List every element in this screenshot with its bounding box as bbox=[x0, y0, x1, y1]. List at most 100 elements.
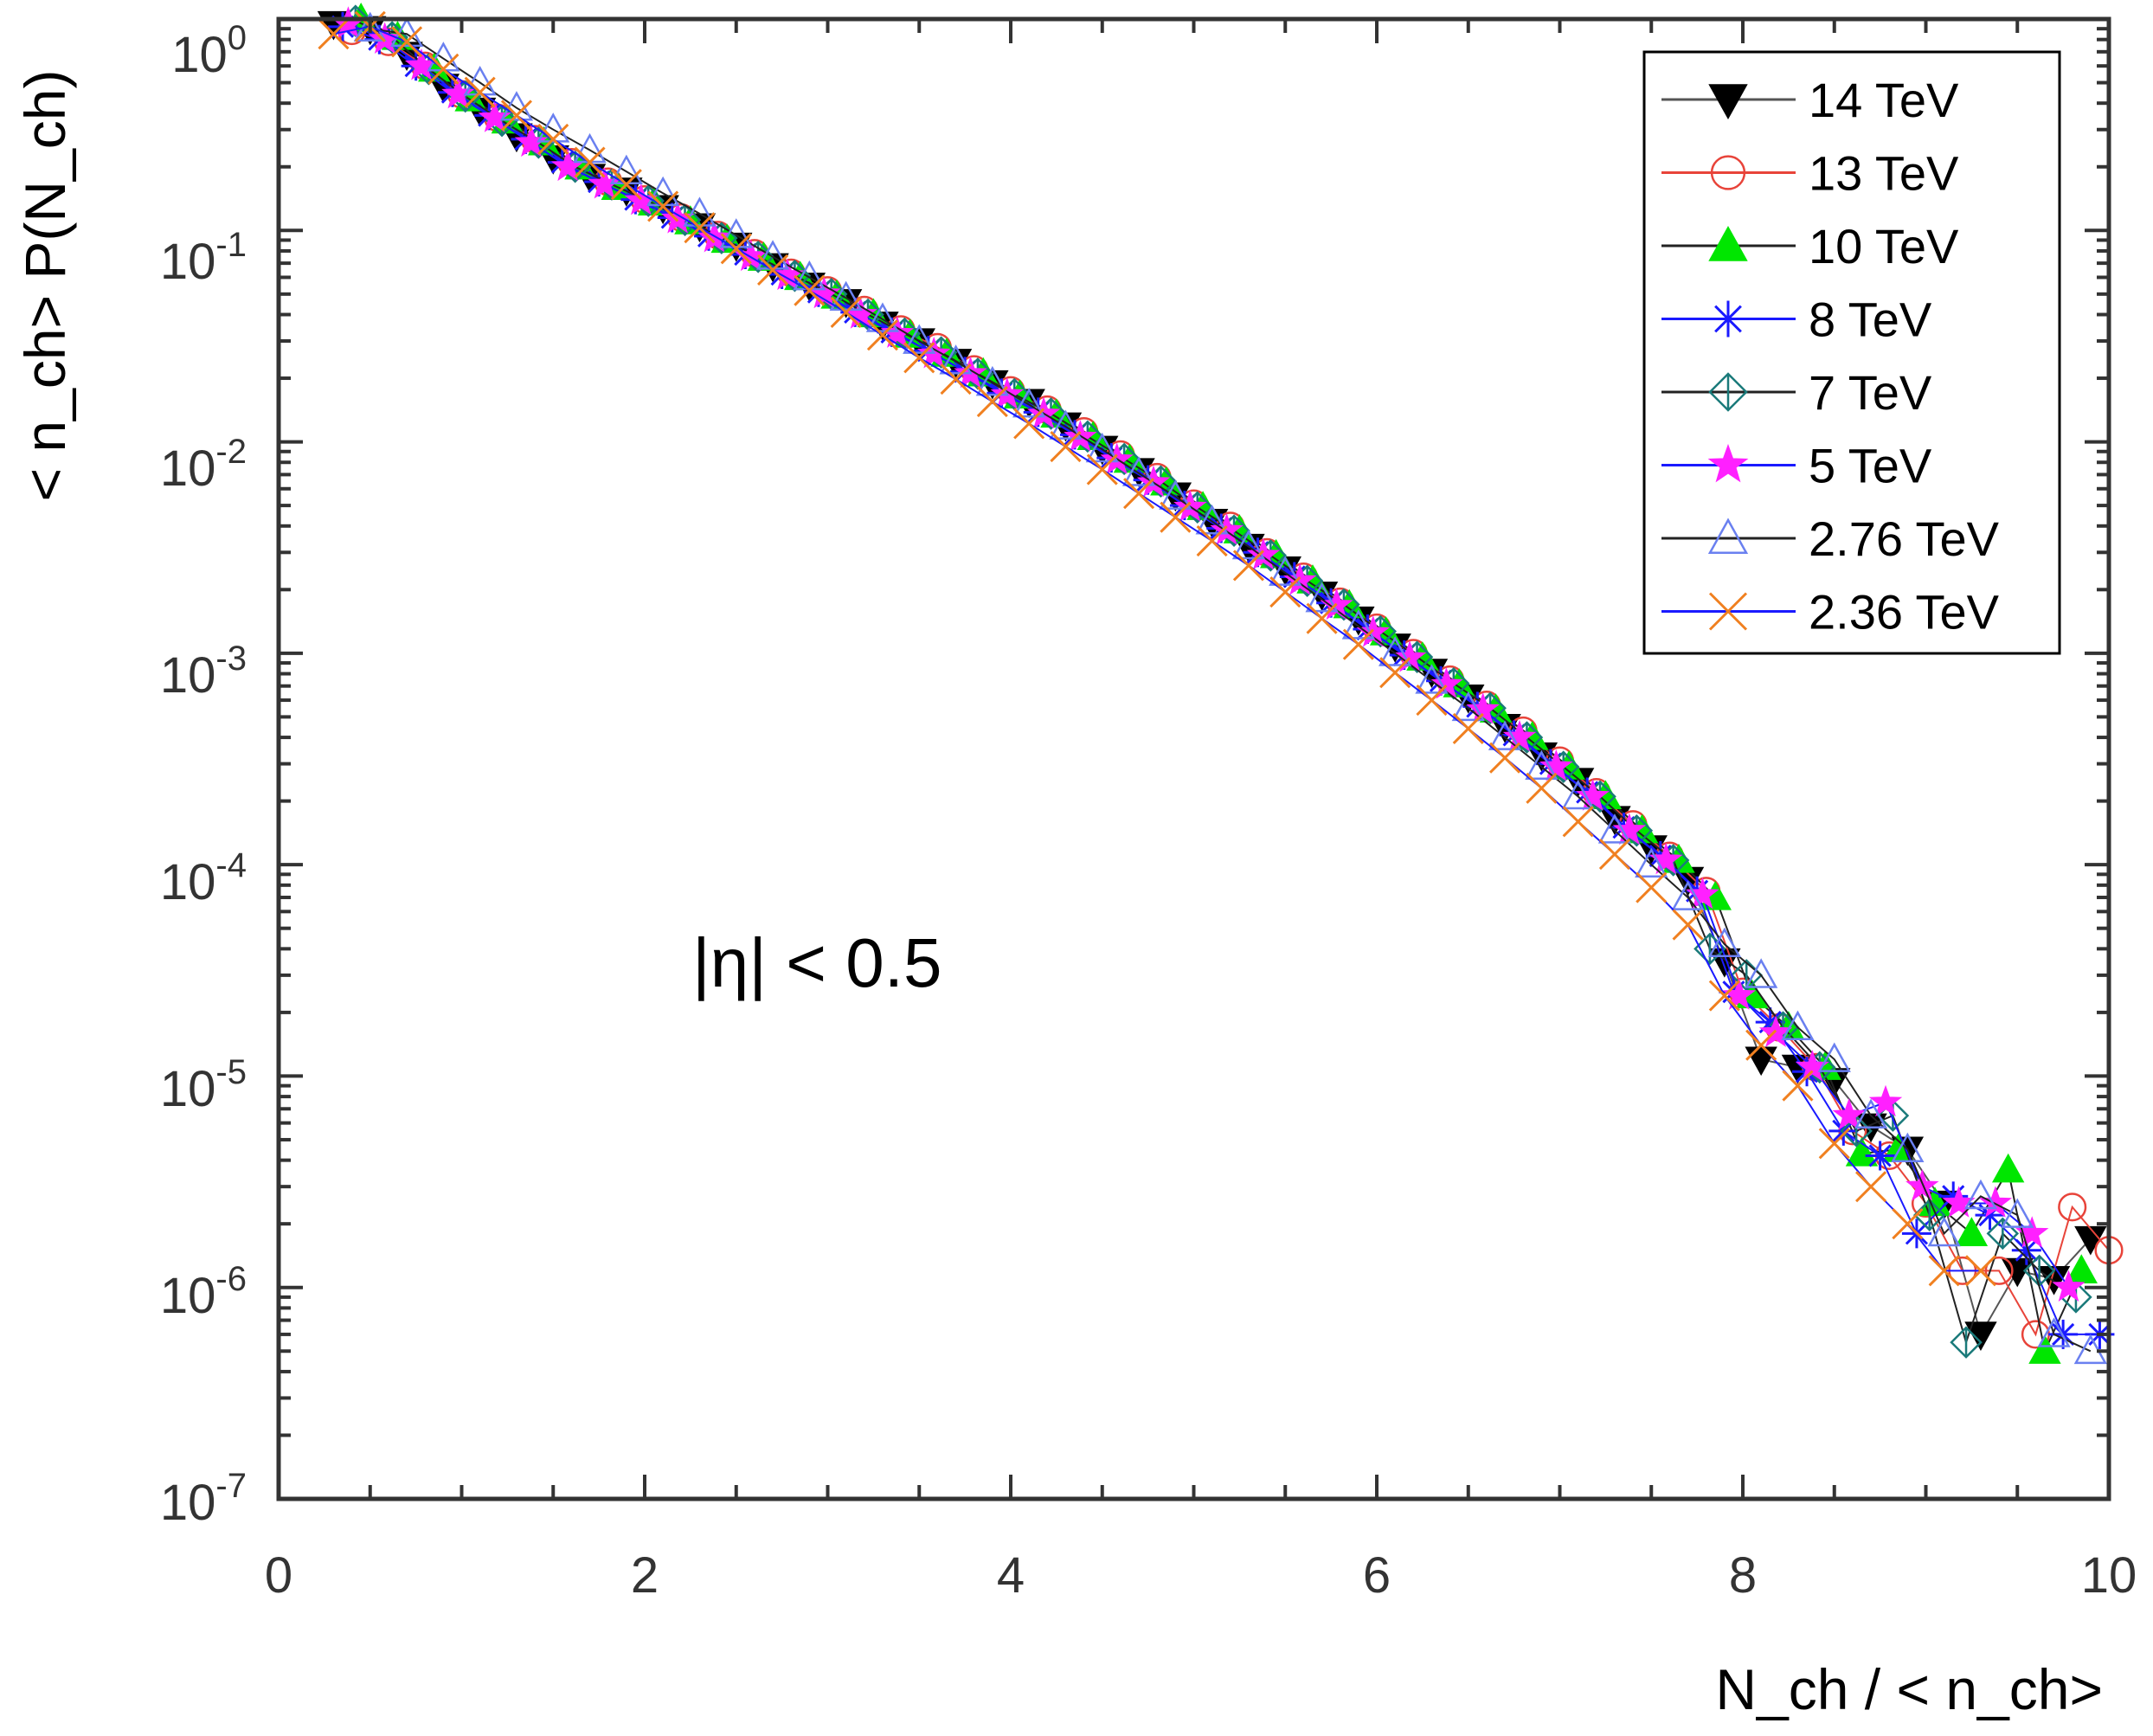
legend-entry: 8 TeV bbox=[1661, 293, 1932, 347]
data-point bbox=[1246, 537, 1281, 570]
data-point bbox=[537, 113, 570, 143]
legend-label: 2.36 TeV bbox=[1809, 585, 2000, 640]
legend-marker bbox=[1708, 225, 1748, 261]
data-point bbox=[1950, 1326, 1983, 1359]
data-point bbox=[1160, 501, 1192, 533]
x-tick-label: 10 bbox=[2081, 1547, 2137, 1604]
legend-entry: 10 TeV bbox=[1661, 219, 1959, 273]
data-point bbox=[1122, 478, 1155, 510]
series-2-36-tev bbox=[318, 10, 1997, 1287]
data-point bbox=[610, 169, 642, 201]
data-point bbox=[1671, 880, 1705, 910]
x-tick-label: 6 bbox=[1363, 1547, 1391, 1604]
data-point bbox=[1636, 871, 1668, 903]
data-point bbox=[1561, 779, 1595, 810]
legend-entry: 5 TeV bbox=[1661, 439, 1932, 493]
data-point bbox=[1708, 980, 1740, 1012]
data-point bbox=[1341, 609, 1375, 640]
series-line bbox=[333, 25, 1981, 1272]
data-point bbox=[1210, 513, 1244, 545]
data-point bbox=[464, 76, 496, 108]
axis-ticks bbox=[277, 17, 2111, 1501]
data-point bbox=[1817, 1042, 1851, 1072]
data-point bbox=[1854, 1098, 1888, 1128]
data-point bbox=[588, 167, 621, 199]
data-point bbox=[903, 342, 935, 374]
data-point bbox=[441, 76, 475, 109]
legend-label: 14 TeV bbox=[1809, 73, 1959, 127]
data-point bbox=[1672, 909, 1704, 941]
data-point bbox=[1136, 465, 1171, 498]
data-point bbox=[1892, 1208, 1924, 1240]
data-point bbox=[1955, 1217, 1989, 1246]
data-point bbox=[574, 146, 606, 178]
y-tick-labels: 100 10-1 10-2 10-3 10-4 10-5 10-6 10-7 bbox=[160, 19, 247, 1531]
data-point bbox=[903, 324, 936, 354]
y-tick-label: 10-2 bbox=[160, 433, 247, 497]
legend-entry: 13 TeV bbox=[1661, 146, 1959, 201]
legend-label: 8 TeV bbox=[1809, 293, 1932, 347]
legend-label: 2.76 TeV bbox=[1809, 511, 2000, 566]
legend-marker bbox=[1707, 518, 1749, 555]
legend-entry: 7 TeV bbox=[1661, 365, 1932, 420]
legend-label: 10 TeV bbox=[1809, 219, 1959, 273]
data-point bbox=[1865, 1141, 1895, 1171]
data-point bbox=[1928, 1255, 1960, 1287]
data-point bbox=[1845, 1136, 1879, 1167]
data-point bbox=[830, 296, 862, 328]
data-point bbox=[1526, 772, 1558, 804]
data-point bbox=[1451, 691, 1485, 722]
y-axis-title: < n_ch> P(N_ch) bbox=[13, 70, 77, 502]
legend: 14 TeV 13 TeV 10 TeV 8 TeV 7 TeV 5 TeV 2.76 Te… bbox=[1642, 50, 2061, 655]
data-point bbox=[1598, 839, 1631, 871]
y-tick-label: 10-5 bbox=[160, 1053, 247, 1117]
y-tick-label: 100 bbox=[171, 19, 247, 83]
data-point bbox=[756, 254, 789, 286]
legend-marker bbox=[1708, 372, 1748, 412]
data-point bbox=[1379, 657, 1411, 689]
data-point bbox=[1231, 529, 1266, 560]
data-point bbox=[660, 202, 695, 234]
data-point bbox=[1707, 927, 1741, 958]
data-point bbox=[2001, 1198, 2034, 1228]
legend-label: 7 TeV bbox=[1809, 365, 1932, 420]
data-point bbox=[1818, 1128, 1850, 1160]
legend-marker bbox=[1708, 84, 1748, 120]
data-point bbox=[1050, 430, 1082, 463]
y-tick-label: 10-6 bbox=[160, 1260, 247, 1324]
data-point bbox=[2037, 1317, 2071, 1347]
data-point bbox=[1195, 505, 1229, 535]
data-point bbox=[514, 125, 549, 158]
data-point bbox=[1488, 742, 1521, 774]
data-point bbox=[829, 280, 863, 312]
data-point bbox=[1597, 813, 1632, 844]
data-point bbox=[1562, 806, 1594, 838]
data-point bbox=[1416, 684, 1448, 717]
data-point bbox=[1991, 1153, 2025, 1183]
data-point bbox=[647, 190, 679, 222]
data-point bbox=[368, 22, 402, 55]
legend-label: 13 TeV bbox=[1809, 146, 1959, 201]
data-point bbox=[1868, 1084, 1903, 1117]
data-point bbox=[1964, 1321, 1997, 1351]
legend-marker bbox=[1707, 443, 1749, 483]
legend-entry: 2.76 TeV bbox=[1661, 511, 2000, 566]
data-point bbox=[1379, 636, 1412, 666]
data-point bbox=[389, 16, 424, 48]
data-point bbox=[1782, 1070, 1814, 1102]
y-tick-label: 10-4 bbox=[160, 846, 247, 910]
data-point bbox=[2074, 1225, 2107, 1256]
y-tick-label: 10-7 bbox=[160, 1467, 247, 1531]
data-point bbox=[1269, 556, 1302, 586]
data-point bbox=[1986, 1217, 2020, 1251]
data-point bbox=[1086, 453, 1118, 485]
x-tick-label: 0 bbox=[265, 1547, 292, 1604]
data-point bbox=[975, 365, 1009, 396]
data-point bbox=[2052, 1270, 2086, 1302]
data-point bbox=[1745, 1029, 1777, 1061]
series-2-76-tev bbox=[353, 11, 2107, 1365]
data-point bbox=[1085, 432, 1119, 463]
data-point bbox=[720, 233, 752, 265]
data-point bbox=[2028, 1334, 2061, 1364]
